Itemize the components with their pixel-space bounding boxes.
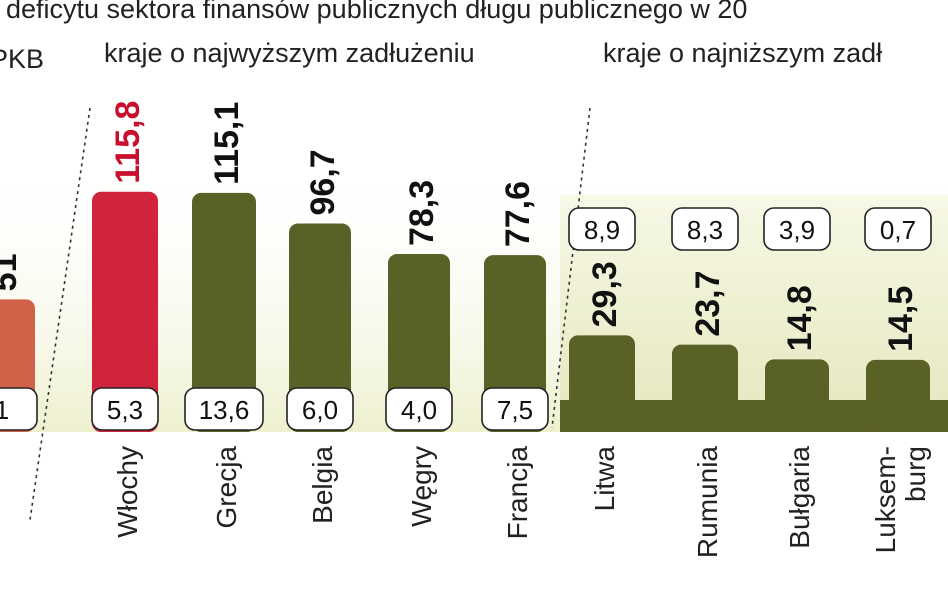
category-label-9-0: Luksem-: [870, 446, 901, 553]
deficit-box-1: [91, 387, 159, 431]
value-label-0: 51: [0, 254, 24, 292]
unit-label: PKB: [0, 44, 45, 74]
category-label-9-1: burg: [900, 446, 931, 502]
group-divider-right: [551, 107, 591, 429]
value-label-8: 14,8: [781, 285, 819, 351]
category-label-6: Litwa: [589, 446, 620, 512]
deficit-label-4: 4,0: [401, 395, 437, 425]
deficit-label-6: 8,9: [584, 215, 620, 245]
bar-1: [92, 191, 158, 432]
deficit-box-4: [385, 387, 453, 431]
deficit-box-5: [481, 387, 549, 431]
group-label-lowest: kraje o najniższym zadł: [603, 38, 883, 68]
deficit-box-3: [286, 387, 354, 431]
category-label-7: Rumunia: [692, 446, 723, 558]
value-label-6: 29,3: [586, 261, 624, 327]
deficit-box-9: [864, 207, 932, 251]
category-label-8: Bułgaria: [784, 446, 815, 549]
deficit-label-1: 5,3: [107, 395, 143, 425]
category-label-3: Belgia: [307, 446, 338, 524]
bar-9: [866, 359, 930, 432]
deficit-label-3: 6,0: [302, 395, 338, 425]
deficit-label-2: 13,6: [199, 395, 250, 425]
deficit-box-7: [671, 207, 739, 251]
value-label-9: 14,5: [882, 286, 920, 352]
bar-7: [672, 344, 738, 432]
bar-6: [569, 335, 635, 432]
deficit-label-0: 1: [0, 395, 9, 425]
value-label-7: 23,7: [689, 270, 727, 336]
bars-layer: 51 1 115,8 5,3 Włochy 115,1 13,6 Grecja 96,7 6,0 B…: [0, 101, 948, 558]
deficit-label-9: 0,7: [880, 215, 916, 245]
deficit-label-8: 3,9: [779, 215, 815, 245]
category-label-5: Francja: [502, 446, 533, 540]
value-label-2: 115,1: [208, 102, 246, 185]
deficit-box-0: [0, 387, 38, 431]
value-label-5: 77,6: [499, 181, 537, 247]
bar-8: [765, 359, 829, 432]
deficit-box-8: [763, 207, 831, 251]
group-label-highest: kraje o najwyższym zadłużeniu: [104, 38, 475, 68]
deficit-box-6: [568, 207, 636, 251]
chart-title: deficytu sektora finansów publicznych dł…: [6, 0, 748, 24]
bar-3: [289, 223, 351, 432]
value-label-4: 78,3: [403, 180, 441, 246]
category-label-2: Grecja: [211, 446, 242, 529]
bar-2: [192, 192, 256, 432]
category-label-4: Węgry: [406, 446, 437, 527]
category-label-1: Włochy: [112, 446, 143, 538]
deficit-box-2: [184, 387, 264, 431]
value-label-3: 96,7: [304, 149, 342, 215]
deficit-label-5: 7,5: [497, 395, 533, 425]
value-label-1: 115,8: [109, 101, 147, 184]
deficit-label-7: 8,3: [687, 215, 723, 245]
